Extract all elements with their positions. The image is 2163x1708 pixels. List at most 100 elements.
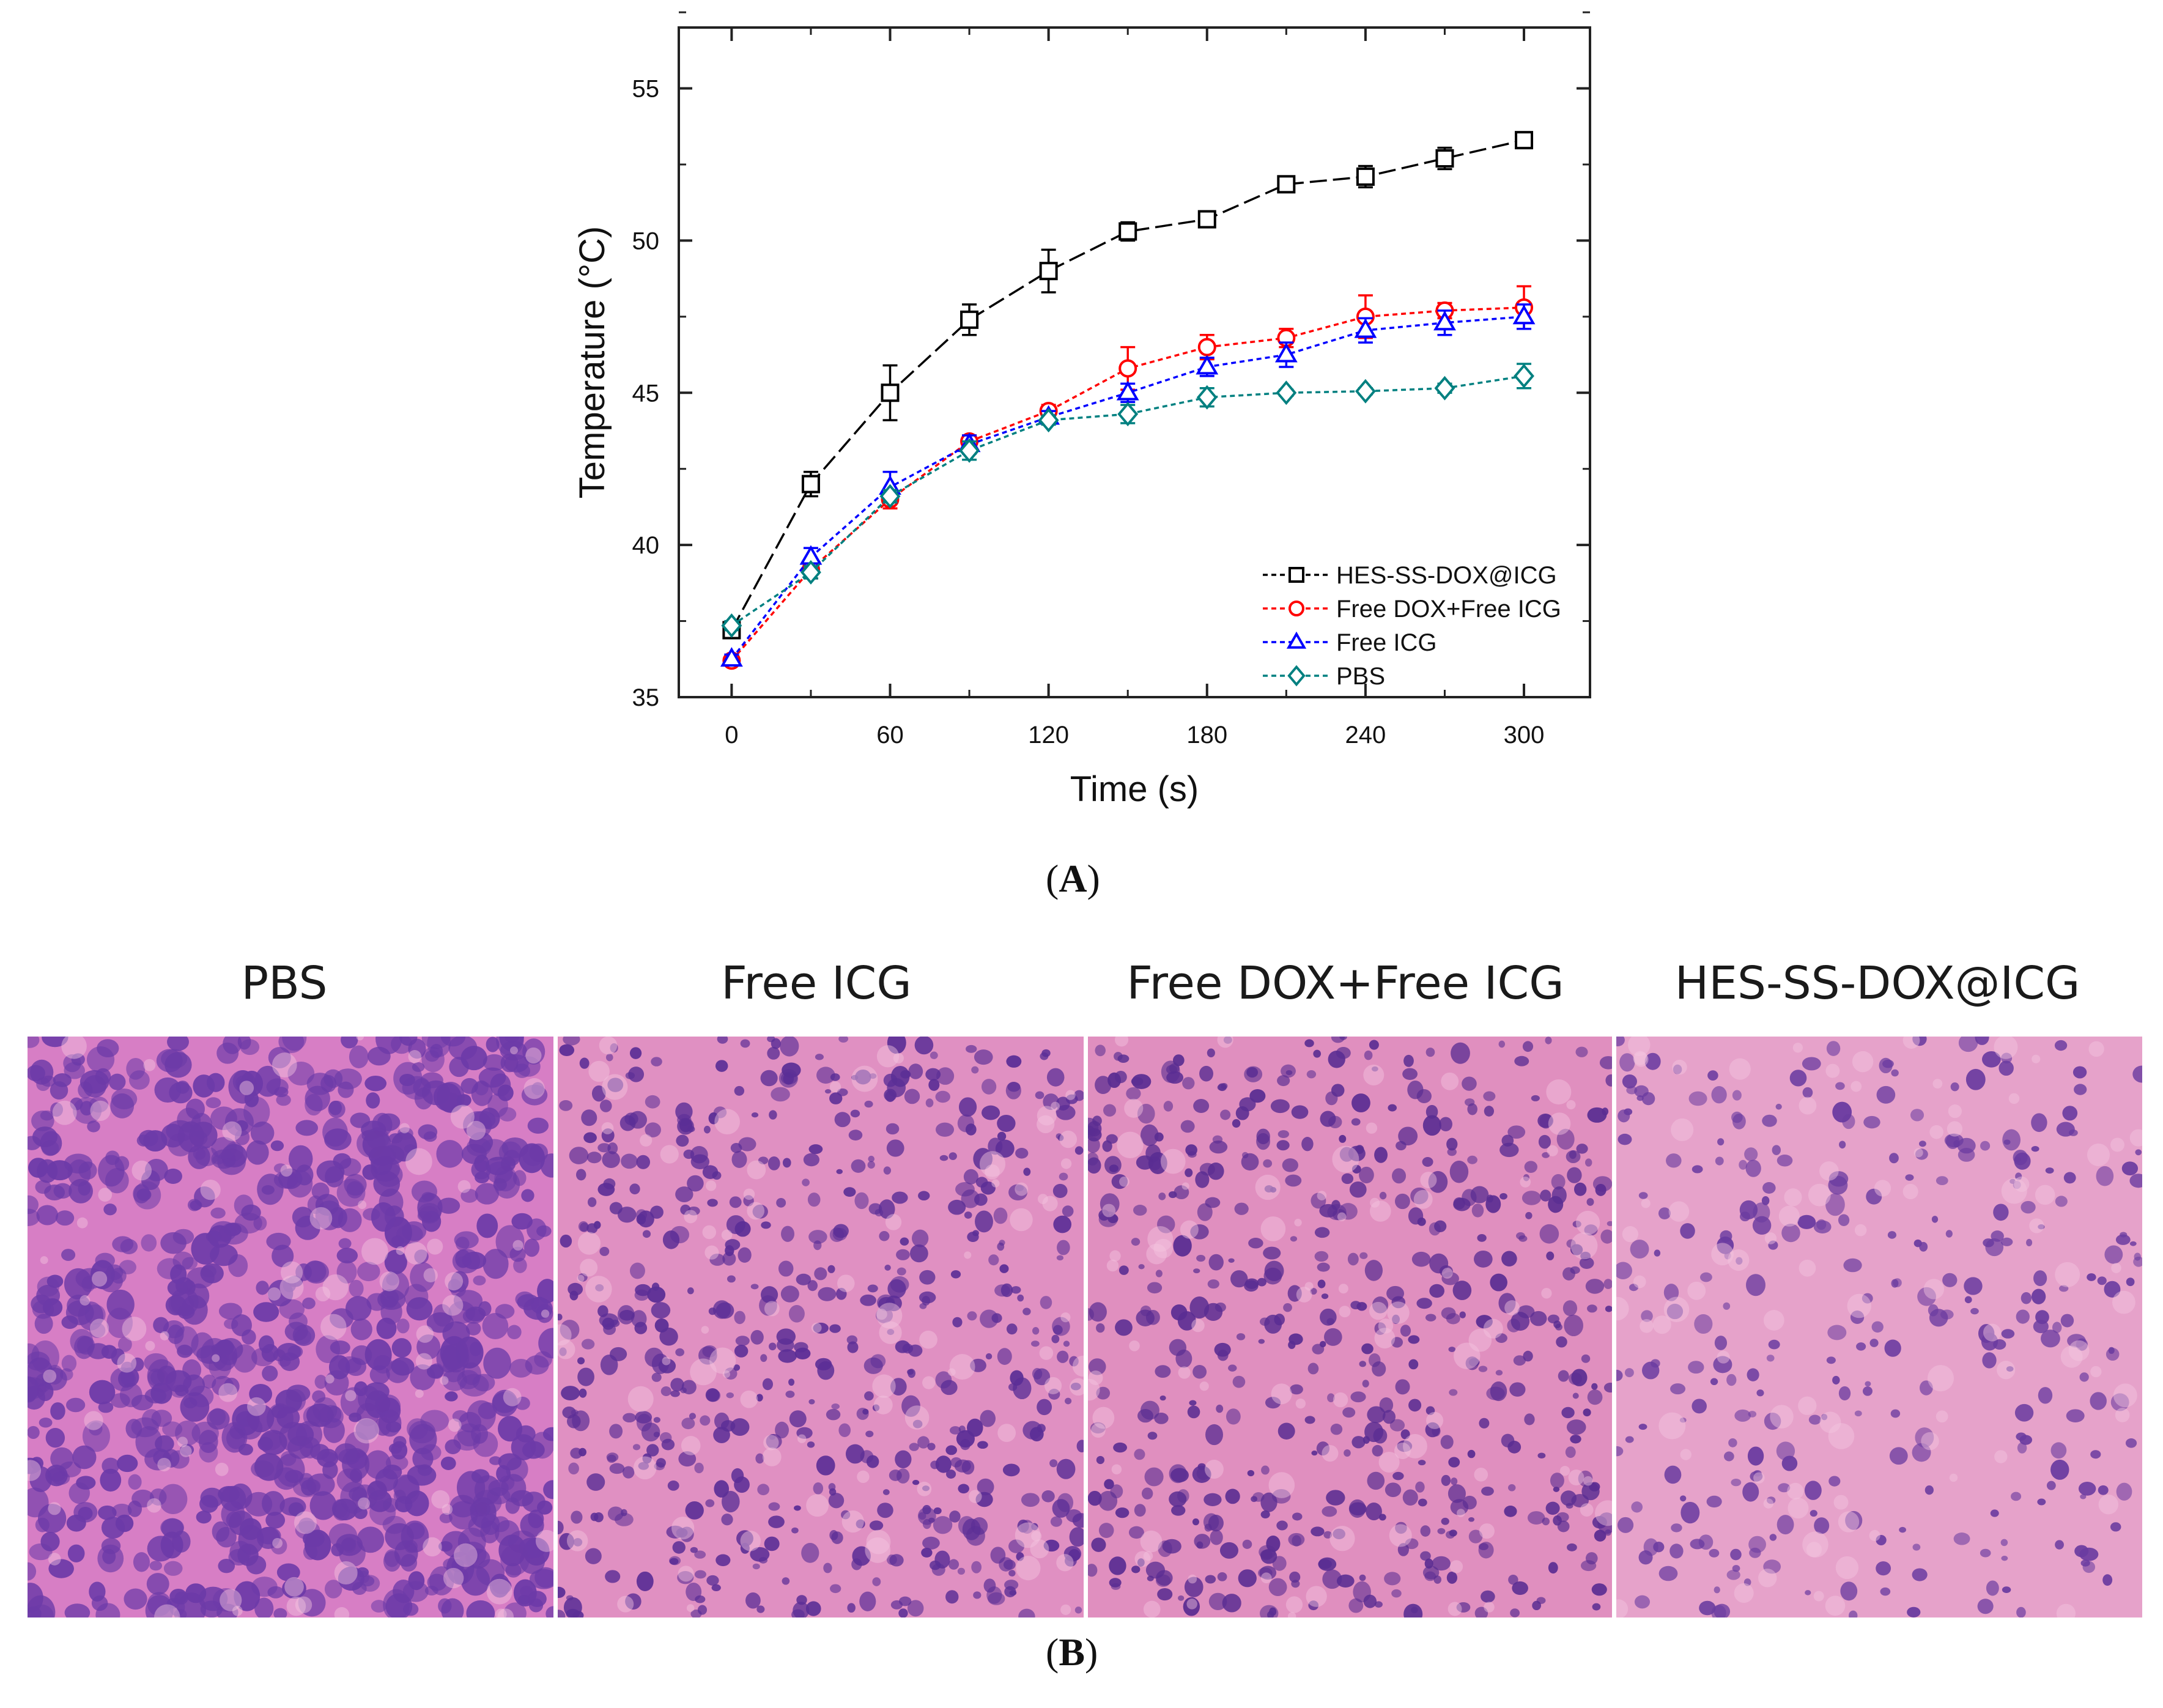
cell-nucleus xyxy=(492,1389,518,1417)
cell-nucleus xyxy=(1576,1144,1588,1154)
cell-nucleus xyxy=(1325,1091,1338,1106)
histology-images xyxy=(28,1037,2142,1617)
cell-nucleus xyxy=(831,1403,840,1410)
tissue-highlight xyxy=(1734,1583,1754,1603)
cell-nucleus xyxy=(1263,1267,1282,1285)
cell-nucleus xyxy=(402,1076,432,1100)
cell-nucleus xyxy=(829,1227,845,1243)
cell-nucleus xyxy=(1579,1257,1594,1270)
cell-nucleus xyxy=(529,1143,549,1162)
cell-nucleus xyxy=(1766,1496,1776,1504)
cell-nucleus xyxy=(713,1427,730,1443)
tissue-highlight xyxy=(686,1604,695,1612)
cell-nucleus xyxy=(364,1075,387,1092)
cell-nucleus xyxy=(835,1287,847,1300)
cell-nucleus xyxy=(1726,1373,1737,1386)
legend-item-hes-ss-dox-icg: HES-SS-DOX@ICG xyxy=(1263,562,1557,589)
cell-nucleus xyxy=(782,1577,790,1585)
cell-nucleus xyxy=(522,1038,545,1065)
tissue-highlight xyxy=(212,1354,220,1362)
cell-nucleus xyxy=(1089,1302,1107,1322)
cell-nucleus xyxy=(287,1436,314,1459)
cell-nucleus xyxy=(147,1368,165,1386)
cell-nucleus xyxy=(1813,1220,1832,1233)
cell-nucleus xyxy=(1570,1435,1581,1444)
tissue-highlight xyxy=(1787,1482,1804,1499)
cell-nucleus xyxy=(1707,1070,1718,1081)
cell-nucleus xyxy=(1207,1279,1219,1289)
cell-nucleus xyxy=(1887,1231,1896,1239)
cell-nucleus xyxy=(472,1373,495,1392)
tissue-highlight xyxy=(1616,1296,1629,1321)
cell-nucleus xyxy=(1314,1227,1330,1238)
cell-nucleus xyxy=(336,1178,366,1207)
cell-nucleus xyxy=(534,1567,553,1588)
cell-nucleus xyxy=(845,1444,865,1464)
panel-a-label: (A) xyxy=(1046,857,1100,900)
cell-nucleus xyxy=(323,1418,345,1443)
cell-nucleus xyxy=(1555,1323,1563,1331)
cell-nucleus xyxy=(1374,1147,1388,1163)
cell-nucleus xyxy=(1571,1369,1588,1386)
cell-nucleus xyxy=(1074,1606,1082,1614)
x-tick-label: 0 xyxy=(725,722,738,749)
cell-nucleus xyxy=(1925,1485,1934,1495)
cell-nucleus xyxy=(226,1427,246,1449)
cell-nucleus xyxy=(2110,1522,2121,1532)
tissue-highlight xyxy=(1186,1599,1197,1610)
cell-nucleus xyxy=(410,1364,435,1391)
tissue-highlight xyxy=(1403,1434,1427,1458)
tissue-highlight xyxy=(1337,1212,1347,1222)
cell-nucleus xyxy=(2015,1172,2022,1181)
cell-nucleus xyxy=(1481,1590,1495,1603)
tissue-highlight xyxy=(1010,1208,1033,1232)
tissue-highlight xyxy=(580,1259,598,1277)
cell-nucleus xyxy=(1692,1399,1707,1414)
cell-nucleus xyxy=(1225,1488,1240,1504)
cell-nucleus xyxy=(922,1536,940,1550)
cell-nucleus xyxy=(1088,1125,1095,1136)
cell-nucleus xyxy=(1239,1097,1256,1112)
cell-nucleus xyxy=(100,1468,122,1492)
cell-nucleus xyxy=(690,1610,702,1617)
tissue-highlight xyxy=(1913,1148,1923,1158)
cell-nucleus xyxy=(890,1378,907,1396)
tissue-highlight xyxy=(678,1566,694,1582)
tissue-highlight xyxy=(1204,1460,1224,1479)
tissue-highlight xyxy=(964,1251,972,1259)
cell-nucleus xyxy=(2050,1442,2067,1459)
cell-nucleus xyxy=(1775,1103,1782,1110)
cell-nucleus xyxy=(1964,1277,1983,1295)
cell-nucleus xyxy=(2021,1200,2036,1214)
cell-nucleus xyxy=(1711,1086,1727,1104)
cell-nucleus xyxy=(993,1207,1008,1224)
tissue-highlight xyxy=(1929,1125,1943,1139)
series-hes-ss-dox-icg xyxy=(722,131,1534,640)
cell-nucleus xyxy=(999,1264,1009,1273)
cell-nucleus xyxy=(1643,1538,1658,1556)
cell-nucleus xyxy=(961,1189,980,1208)
tissue-highlight xyxy=(633,1456,657,1480)
tissue-highlight xyxy=(122,1317,147,1342)
cell-nucleus xyxy=(1351,1164,1361,1174)
cell-nucleus xyxy=(782,1158,791,1168)
cell-nucleus xyxy=(1098,1209,1110,1221)
cell-nucleus xyxy=(1587,1389,1603,1405)
cell-nucleus xyxy=(581,1339,595,1350)
cell-nucleus xyxy=(1170,1304,1188,1321)
data-point xyxy=(720,647,743,667)
cell-nucleus xyxy=(729,1196,742,1208)
cell-nucleus xyxy=(958,1484,969,1494)
cell-nucleus xyxy=(590,1512,599,1521)
cell-nucleus xyxy=(642,1230,651,1238)
tissue-highlight xyxy=(1160,1148,1186,1174)
cell-nucleus xyxy=(1018,1608,1035,1617)
cell-nucleus xyxy=(836,1169,843,1174)
cell-nucleus xyxy=(253,1302,279,1322)
cell-nucleus xyxy=(788,1378,795,1386)
cell-nucleus xyxy=(1311,1526,1325,1537)
tissue-highlight xyxy=(2029,1218,2044,1233)
data-point xyxy=(1515,131,1534,150)
tissue-highlight xyxy=(1852,1051,1874,1073)
cell-nucleus xyxy=(336,1260,357,1284)
